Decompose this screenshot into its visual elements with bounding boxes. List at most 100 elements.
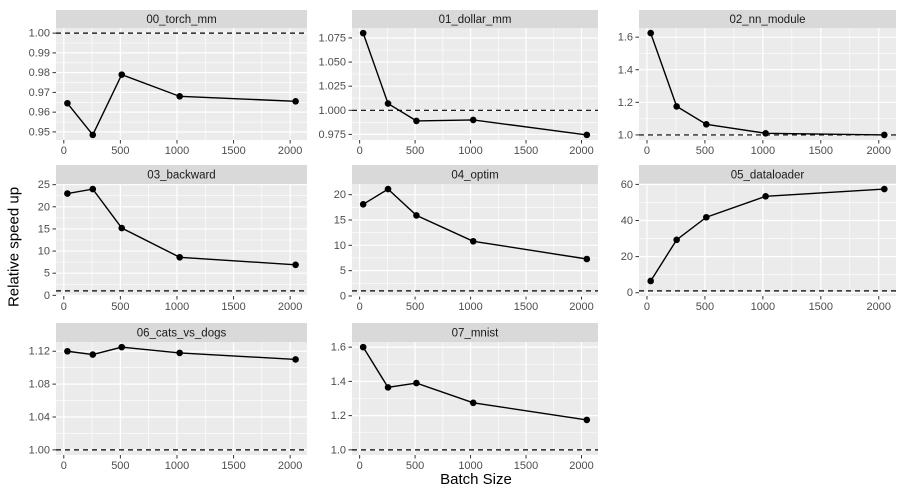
data-point [583,131,591,139]
facet-strip [639,165,896,184]
x-tick-label: 500 [696,301,714,313]
x-tick-label: 0 [61,301,67,313]
data-point [64,99,71,107]
facet-strip [352,323,598,342]
x-tick-label: 2000 [569,301,593,313]
x-tick-label: 500 [406,301,424,313]
data-point [359,29,367,37]
facet-strip-title: 01_dollar_mm [439,14,512,26]
y-tick-label: 40 [621,215,633,227]
facet-strip [352,10,598,28]
y-tick-label: 0.98 [29,67,50,79]
x-tick-label: 0 [357,301,363,313]
data-point [64,190,71,197]
x-tick-label: 1000 [165,460,189,472]
x-tick-label: 1000 [458,460,482,472]
x-tick-label: 1500 [221,145,245,157]
y-tick-label: 0.97 [29,87,50,99]
y-tick-label: 1.6 [618,32,633,44]
y-tick-label: 0 [627,287,633,299]
facet-05_dataloader: 05_dataloader 0 500 1000 1500 2000 0 20 40 60 [621,165,896,313]
x-tick-label: 1500 [514,145,538,157]
y-tick-label: 1.4 [331,376,346,388]
data-point [118,343,126,351]
x-tick-label: 0 [357,145,363,157]
y-axis-title: Relative speed up [5,186,23,308]
x-tick-label: 1000 [165,301,189,313]
x-tick-label: 0 [644,301,650,313]
y-tick-label: 20 [334,189,346,201]
y-tick-label: 1.2 [618,97,633,109]
x-tick-label: 2000 [867,301,891,313]
x-tick-label: 2000 [278,460,302,472]
x-tick-label: 1500 [221,301,245,313]
x-tick-label: 1000 [458,301,482,313]
panel-background [56,28,307,140]
facet-strip-title: 03_backward [147,170,215,182]
y-tick-label: 1.2 [331,410,346,422]
y-tick-label: 0.96 [29,107,50,119]
y-tick-label: 0 [44,290,50,302]
y-tick-label: 1.050 [318,57,346,69]
x-tick-label: 500 [406,460,424,472]
x-tick-label: 2000 [569,460,593,472]
facet-01_dollar_mm: 01_dollar_mm 0 500 1000 1500 2000 0.975 1.000 1.… [318,10,598,157]
x-tick-label: 500 [696,145,714,157]
y-tick-label: 1.025 [318,81,346,93]
data-point [359,343,367,351]
facet-strip [639,10,896,28]
data-point [413,212,420,219]
data-point [469,237,477,245]
y-tick-label: 15 [38,223,50,235]
facet-07_mnist: 07_mnist 0 500 1000 1500 2000 1.0 1.2 1.4 1.6 [331,323,598,472]
data-point [176,93,183,100]
data-point [89,185,97,193]
y-tick-label: 20 [621,251,633,263]
x-tick-label: 0 [644,145,650,157]
facet-06_cats_vs_dogs: 06_cats_vs_dogs 0 500 1000 1500 2000 1.00 1.04 1… [29,323,307,472]
data-point [583,255,591,263]
x-tick-label: 1500 [809,301,833,313]
data-point [703,121,710,128]
facet-03_backward: 03_backward 0 500 1000 1500 2000 0 5 10 15 20 25 [38,165,307,313]
x-tick-label: 1000 [165,145,189,157]
y-tick-label: 1.08 [29,379,50,391]
y-tick-label: 0.99 [29,47,50,59]
y-tick-label: 5 [340,265,346,277]
x-tick-label: 0 [61,145,67,157]
facet-strip-title: 06_cats_vs_dogs [137,328,227,340]
y-tick-label: 25 [38,179,50,191]
facet-strip [56,165,307,184]
x-tick-label: 1000 [458,145,482,157]
y-tick-label: 5 [44,268,50,280]
data-point [413,117,420,125]
x-tick-label: 500 [111,301,129,313]
data-point [881,131,888,139]
y-tick-label: 60 [621,179,633,191]
y-tick-label: 10 [38,246,50,258]
x-tick-label: 1000 [751,301,775,313]
y-tick-label: 20 [38,201,50,213]
data-point [384,100,392,107]
facet-strip [352,165,598,184]
data-point [469,116,477,124]
data-point [89,131,97,139]
x-tick-label: 1500 [809,145,833,157]
facet-strip [56,323,307,342]
facet-strip [56,10,307,28]
data-point [118,71,126,78]
data-point [64,347,71,355]
panel-background [639,28,896,140]
data-point [673,236,680,244]
x-tick-label: 0 [357,460,363,472]
y-tick-label: 0.95 [29,126,50,138]
data-point [762,193,769,200]
data-point [673,103,680,110]
data-point [647,29,654,37]
x-tick-label: 500 [406,145,424,157]
y-tick-label: 1.0 [331,444,346,456]
x-axis-title: Batch Size [440,471,512,488]
data-point [469,399,477,407]
data-point [413,379,420,387]
